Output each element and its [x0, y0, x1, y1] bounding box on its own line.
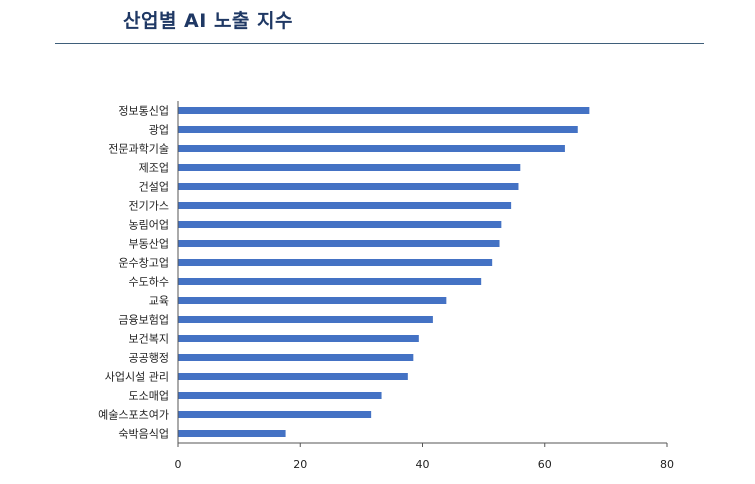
- x-tick-label: 80: [660, 458, 674, 471]
- category-label: 광업: [149, 124, 169, 137]
- category-label: 정보통신업: [118, 105, 169, 118]
- category-label: 예술스포츠여가: [98, 409, 169, 422]
- category-label: 도소매업: [129, 390, 169, 403]
- bar-16: [178, 392, 382, 399]
- bar-18: [178, 430, 286, 437]
- category-label: 보건복지: [129, 333, 169, 346]
- category-label: 교육: [149, 295, 169, 308]
- bar-9: [178, 259, 493, 266]
- bars-group: [178, 107, 590, 437]
- bar-6: [178, 202, 512, 209]
- category-label: 전문과학기술: [108, 143, 169, 156]
- bar-10: [178, 278, 482, 285]
- bar-11: [178, 297, 447, 304]
- bar-8: [178, 240, 500, 247]
- category-label: 공공행정: [129, 352, 169, 365]
- axes-group: 0 20 40 60 80: [175, 101, 674, 471]
- bar-2: [178, 126, 578, 133]
- category-label: 금융보험업: [118, 314, 169, 327]
- x-tick-label: 0: [175, 458, 182, 471]
- category-label: 운수창고업: [118, 257, 169, 270]
- bar-4: [178, 164, 521, 171]
- x-tick-label: 40: [416, 458, 430, 471]
- category-label: 수도하수: [129, 275, 169, 289]
- title-divider: [55, 43, 704, 44]
- category-label: 제조업: [139, 162, 169, 175]
- bar-3: [178, 145, 565, 152]
- bar-15: [178, 373, 408, 380]
- bar-12: [178, 316, 433, 323]
- x-tick-label: 20: [293, 458, 307, 471]
- category-label: 전기가스: [129, 200, 169, 213]
- bar-7: [178, 221, 502, 228]
- category-label: 부동산업: [129, 238, 169, 251]
- category-label: 건설업: [139, 181, 169, 194]
- category-label: 숙박음식업: [118, 428, 169, 441]
- x-tick-label: 60: [538, 458, 552, 471]
- category-label: 농림어업: [129, 219, 169, 232]
- category-labels: 정보통신업광업전문과학기술제조업건설업전기가스농림어업부동산업운수창고업수도하수…: [98, 105, 169, 441]
- bar-17: [178, 411, 372, 418]
- bar-5: [178, 183, 519, 190]
- page-title: 산업별 AI 노출 지수: [123, 10, 293, 32]
- category-label: 사업시설 관리: [105, 371, 169, 384]
- bar-1: [178, 107, 590, 114]
- bar-13: [178, 335, 419, 342]
- bar-14: [178, 354, 414, 361]
